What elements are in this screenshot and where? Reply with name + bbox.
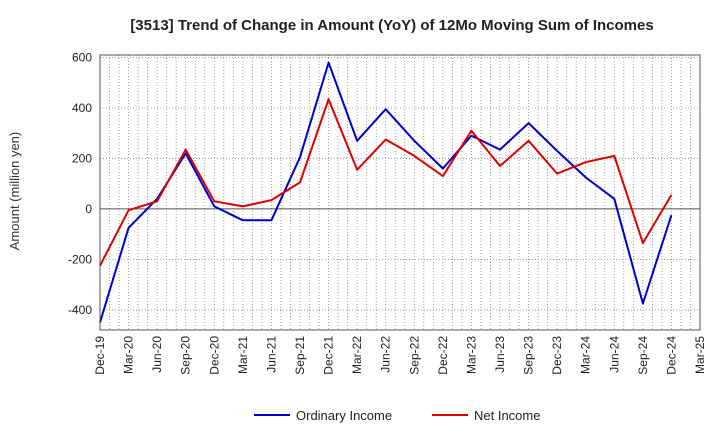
legend: Ordinary Income Net Income xyxy=(254,408,540,423)
x-tick-label: Sep-23 xyxy=(522,336,536,375)
x-tick-label: Mar-23 xyxy=(464,336,478,374)
x-tick-label: Dec-24 xyxy=(664,336,678,375)
x-tick-label: Dec-20 xyxy=(207,336,221,375)
y-tick-label: 200 xyxy=(72,151,92,165)
legend-label-net-income: Net Income xyxy=(474,408,540,423)
y-axis-label: Amount (million yen) xyxy=(7,132,22,251)
plot-border xyxy=(99,54,701,331)
x-tick-label: Dec-21 xyxy=(322,336,336,375)
legend-label-ordinary-income: Ordinary Income xyxy=(296,408,392,423)
x-tick-label: Mar-25 xyxy=(693,336,707,374)
plot-area xyxy=(100,55,700,330)
series-line-ordinary-income xyxy=(99,61,673,323)
y-tick-label: -400 xyxy=(68,303,92,317)
x-tick-label: Sep-20 xyxy=(179,336,193,375)
y-tick-label: 0 xyxy=(85,202,92,216)
chart-title: [3513] Trend of Change in Amount (YoY) o… xyxy=(130,17,653,34)
x-tick-label: Dec-22 xyxy=(436,336,450,375)
x-tick-label: Mar-24 xyxy=(579,336,593,374)
x-tick-label: Jun-22 xyxy=(379,336,393,373)
x-tick-label: Sep-21 xyxy=(293,336,307,375)
y-tick-label: 600 xyxy=(72,51,92,65)
series-line-net-income xyxy=(99,98,673,267)
x-tick-label: Jun-21 xyxy=(264,336,278,373)
x-tick-label: Dec-23 xyxy=(550,336,564,375)
grid xyxy=(100,55,700,330)
x-tick-labels: Dec-19 Mar-20 Jun-20 Sep-20 Dec-20 Mar-21 Jun-… xyxy=(93,336,707,375)
y-tick-label: 400 xyxy=(72,101,92,115)
x-tick-label: Jun-20 xyxy=(150,336,164,373)
x-tick-label: Jun-24 xyxy=(607,336,621,373)
x-tick-label: Mar-22 xyxy=(350,336,364,374)
x-tick-label: Mar-21 xyxy=(236,336,250,374)
y-tick-label: -200 xyxy=(68,252,92,266)
x-tick-label: Jun-23 xyxy=(493,336,507,373)
x-tick-label: Sep-24 xyxy=(636,336,650,375)
series-lines xyxy=(99,61,673,323)
y-tick-labels: -400 -200 0 200 400 600 xyxy=(68,51,92,317)
x-tick-label: Mar-20 xyxy=(122,336,136,374)
x-tick-label: Sep-22 xyxy=(407,336,421,375)
x-tick-label: Dec-19 xyxy=(93,336,107,375)
